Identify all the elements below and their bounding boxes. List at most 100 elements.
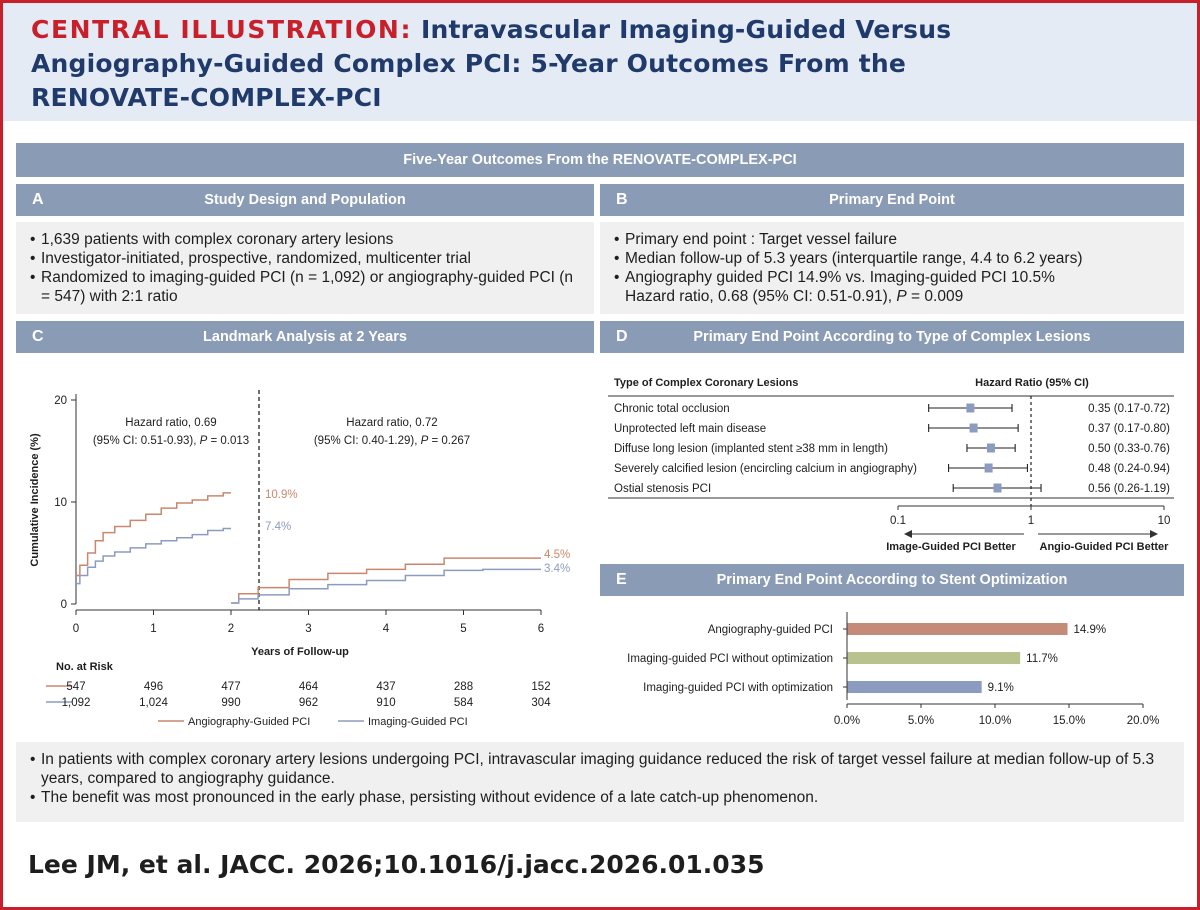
risk-table: 547 496 477 464 437 288 152 1,092 1,024 990 962 910… bbox=[62, 681, 552, 709]
panel-a-header: A Study Design and Population bbox=[16, 184, 594, 216]
bar bbox=[847, 681, 982, 693]
bar-x-tick-label: 15.0% bbox=[1053, 715, 1086, 727]
risk-imaging-cell: 304 bbox=[531, 697, 551, 709]
km-curves bbox=[76, 492, 541, 604]
panel-e-letter: E bbox=[616, 571, 627, 588]
panel-d-title: Primary End Point According to Type of C… bbox=[693, 329, 1091, 345]
x-tick-label: 5 bbox=[460, 623, 466, 635]
forest-axis-ticks: 0.1 1 10 bbox=[890, 506, 1170, 527]
bar-value-label: 14.9% bbox=[1074, 624, 1107, 636]
risk-angio-cell: 547 bbox=[66, 681, 85, 693]
summary-bullet: The benefit was most pronounced in the e… bbox=[30, 788, 1170, 807]
imaging-curve-early bbox=[76, 527, 231, 585]
forest-tick-label: 1 bbox=[1028, 515, 1034, 527]
bar-x-tick-label: 0.0% bbox=[834, 715, 860, 727]
hr-early-line-2: (95% CI: 0.51-0.93), P = 0.013 bbox=[93, 435, 249, 447]
hr-early-p-value: = 0.013 bbox=[207, 435, 249, 447]
km-chart: Cumulative Incidence (%) 20 10 0 0 1 2 3 4 5 6 H… bbox=[16, 360, 594, 736]
panel-c-title: Landmark Analysis at 2 Years bbox=[203, 329, 407, 345]
panel-b-letter: B bbox=[616, 191, 628, 208]
title-bar: CENTRAL ILLUSTRATION: Intravascular Imag… bbox=[3, 3, 1197, 121]
legend-imaging-label: Imaging-Guided PCI bbox=[368, 716, 468, 728]
title-line-2: Angiography-Guided Complex PCI: 5-Year O… bbox=[31, 49, 907, 78]
risk-angio-cell: 288 bbox=[454, 681, 473, 693]
bar-category-label: Angiography-guided PCI bbox=[708, 624, 833, 636]
imaging-curve-late bbox=[231, 568, 541, 604]
bar-value-label: 9.1% bbox=[988, 682, 1014, 694]
title-text-1: Intravascular Imaging-Guided Versus bbox=[420, 15, 952, 44]
risk-angio-cell: 464 bbox=[299, 681, 319, 693]
y-tick-label: 20 bbox=[54, 395, 67, 407]
angio-curve-early bbox=[76, 492, 231, 577]
summary-bullet: In patients with complex coronary artery… bbox=[30, 750, 1170, 788]
risk-imaging-cell: 1,092 bbox=[62, 697, 91, 709]
hr-point bbox=[984, 463, 993, 473]
bar-group: Angiography-guided PCI 14.9% Imaging-guide… bbox=[627, 623, 1106, 694]
panel-c-header: C Landmark Analysis at 2 Years bbox=[16, 321, 594, 353]
end-label-imaging-early: 7.4% bbox=[265, 521, 291, 533]
hr-late-p-label: P bbox=[421, 435, 429, 447]
p-value: = 0.009 bbox=[906, 288, 964, 305]
forest-row-value: 0.56 (0.26-1.19) bbox=[1088, 483, 1170, 495]
risk-imaging-cell: 584 bbox=[454, 697, 474, 709]
hr-early-ci: (95% CI: 0.51-0.93), bbox=[93, 435, 200, 447]
risk-imaging-cell: 990 bbox=[221, 697, 240, 709]
banner-title: Five-Year Outcomes From the RENOVATE-COM… bbox=[403, 152, 797, 168]
legend-angio-label: Angiography-Guided PCI bbox=[188, 716, 310, 728]
bar-category-label: Imaging-guided PCI with optimization bbox=[643, 682, 833, 694]
bar-x-tick-label: 20.0% bbox=[1127, 715, 1160, 727]
hr-late-ci: (95% CI: 0.40-1.29), bbox=[314, 435, 421, 447]
panel-b-title: Primary End Point bbox=[829, 192, 955, 208]
hr-point bbox=[993, 483, 1002, 493]
x-tick-label: 0 bbox=[73, 623, 79, 635]
panel-b-hazard-line: Hazard ratio, 0.68 (95% CI: 0.51-0.91), … bbox=[614, 287, 1170, 306]
forest-tick-label: 10 bbox=[1158, 515, 1171, 527]
citation: Lee JM, et al. JACC. 2026;10.1016/j.jacc… bbox=[28, 850, 765, 879]
bar-x-tick-label: 5.0% bbox=[908, 715, 934, 727]
title-line-1: CENTRAL ILLUSTRATION: Intravascular Imag… bbox=[31, 13, 1197, 47]
hr-point bbox=[969, 423, 978, 433]
summary-box: In patients with complex coronary artery… bbox=[16, 742, 1184, 822]
panel-d-header: D Primary End Point According to Type of… bbox=[600, 321, 1184, 353]
y-axis-label: Cumulative Incidence (%) bbox=[29, 433, 41, 567]
x-tick-label: 1 bbox=[150, 623, 156, 635]
end-label-angio-early: 10.9% bbox=[265, 489, 298, 501]
panel-b-header: B Primary End Point bbox=[600, 184, 1184, 216]
hr-point bbox=[986, 443, 995, 453]
title-line-3: RENOVATE-COMPLEX-PCI bbox=[31, 83, 382, 112]
x-tick-label: 6 bbox=[538, 623, 544, 635]
favor-right-arrowhead bbox=[1150, 530, 1158, 538]
panel-e-title: Primary End Point According to Stent Opt… bbox=[716, 572, 1068, 588]
forest-row-label: Ostial stenosis PCI bbox=[614, 483, 711, 495]
y-tick-label: 10 bbox=[54, 497, 67, 509]
favor-right-label: Angio-Guided PCI Better bbox=[1040, 541, 1170, 553]
forest-row-label: Diffuse long lesion (implanted stent ≥38… bbox=[614, 443, 888, 455]
risk-imaging-cell: 1,024 bbox=[139, 697, 168, 709]
panel-c-letter: C bbox=[32, 328, 44, 345]
risk-imaging-cell: 910 bbox=[376, 697, 395, 709]
risk-imaging-cell: 962 bbox=[299, 697, 318, 709]
forest-row-value: 0.48 (0.24-0.94) bbox=[1088, 463, 1170, 475]
bar-category-label: Imaging-guided PCI without optimization bbox=[627, 653, 833, 665]
y-tick-label: 0 bbox=[61, 599, 67, 611]
angio-curve-late bbox=[231, 557, 541, 604]
hazard-ratio-text: Hazard ratio, 0.68 (95% CI: 0.51-0.91), bbox=[625, 288, 897, 305]
risk-table-title: No. at Risk bbox=[56, 661, 114, 673]
panel-a-letter: A bbox=[32, 191, 44, 208]
overview-banner: Five-Year Outcomes From the RENOVATE-COM… bbox=[16, 143, 1184, 177]
x-ticks: 0 1 2 3 4 5 6 bbox=[73, 610, 544, 635]
hr-late-p-value: = 0.267 bbox=[428, 435, 470, 447]
panel-a-title: Study Design and Population bbox=[204, 192, 406, 208]
risk-angio-cell: 437 bbox=[376, 681, 395, 693]
x-tick-label: 3 bbox=[305, 623, 311, 635]
panel-a-text: 1,639 patients with complex coronary art… bbox=[16, 222, 594, 314]
hr-late-line-1: Hazard ratio, 0.72 bbox=[346, 417, 437, 429]
favor-left-label: Image-Guided PCI Better bbox=[886, 541, 1016, 553]
panel-e-header: E Primary End Point According to Stent O… bbox=[600, 564, 1184, 596]
x-tick-label: 2 bbox=[228, 623, 234, 635]
forest-tick-label: 0.1 bbox=[890, 515, 906, 527]
panel-b-bullet: Primary end point : Target vessel failur… bbox=[614, 230, 1170, 249]
x-axis-label: Years of Follow-up bbox=[251, 646, 349, 658]
hr-late-line-2: (95% CI: 0.40-1.29), P = 0.267 bbox=[314, 435, 470, 447]
p-label: P bbox=[896, 288, 907, 305]
